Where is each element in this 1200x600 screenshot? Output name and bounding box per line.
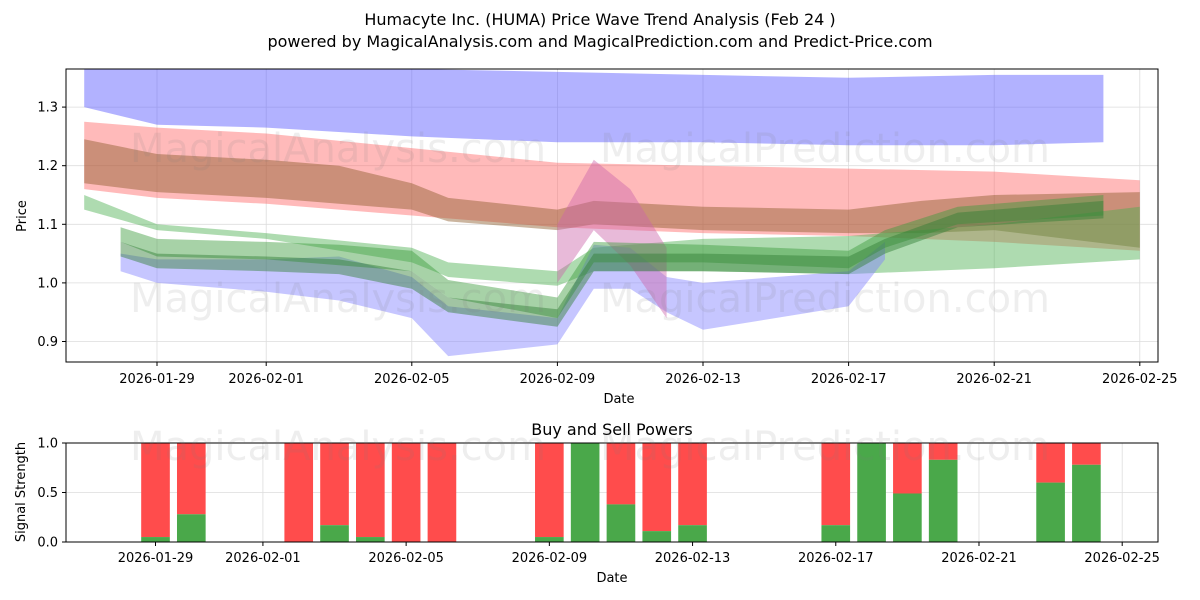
top-xtick-label: 2026-02-01 <box>228 372 304 387</box>
buy-bar <box>893 493 922 542</box>
watermark-prediction-bottom: MagicalPrediction.com <box>600 424 1050 470</box>
sell-bar <box>141 443 170 538</box>
series-band-1 <box>84 121 1140 251</box>
top-xtick-label: 2026-02-05 <box>374 372 450 387</box>
bottom-xtick-label: 2026-02-21 <box>941 551 1017 566</box>
series-band-3 <box>84 195 1140 286</box>
buy-bar <box>570 443 600 542</box>
sell-bar <box>606 443 636 505</box>
bottom-bars <box>141 443 1101 542</box>
bottom-axes: 2026-01-29 2026-02-01 2026-02-05 2026-02-09… <box>37 437 1160 567</box>
chart-subtitle: powered by MagicalAnalysis.com and Magic… <box>267 32 933 51</box>
top-xtick-label: 2026-02-17 <box>811 372 887 387</box>
top-ytick-label: 1.2 <box>37 159 58 174</box>
watermark-prediction-mid: MagicalPrediction.com <box>600 276 1050 322</box>
buy-bar <box>535 537 564 542</box>
sell-bar <box>320 443 349 526</box>
top-xlabel: Date <box>603 392 634 407</box>
top-xtick-label: 2026-02-09 <box>520 372 596 387</box>
bottom-ylabel: Signal Strength <box>14 442 29 542</box>
bottom-title: Buy and Sell Powers <box>531 420 693 439</box>
sell-bar <box>821 443 851 526</box>
sell-bar <box>642 443 672 532</box>
bottom-ytick-label: 0.5 <box>37 486 58 501</box>
watermark-analysis-bottom: MagicalAnalysis.com <box>130 424 547 470</box>
series-band-7 <box>120 200 1104 327</box>
bottom-xtick-label: 2026-02-05 <box>368 551 444 566</box>
top-series <box>84 69 1140 357</box>
buy-bar <box>356 537 385 542</box>
sell-bar <box>284 443 314 542</box>
buy-bar <box>678 525 707 542</box>
sell-bar <box>391 443 421 542</box>
sell-bar <box>1072 443 1101 465</box>
buy-bar <box>141 537 170 542</box>
bottom-xtick-label: 2026-02-13 <box>655 551 731 566</box>
top-series-group <box>84 69 1140 357</box>
buy-bar <box>176 514 206 542</box>
watermark-prediction-top: MagicalPrediction.com <box>600 126 1050 172</box>
top-ytick-label: 1.0 <box>37 276 58 291</box>
buy-bar <box>606 504 636 542</box>
bottom-xtick-label: 2026-02-09 <box>512 551 588 566</box>
bottom-xtick-label: 2026-01-29 <box>118 551 194 566</box>
sell-bar <box>176 443 206 515</box>
series-band-4 <box>120 241 886 357</box>
sell-bar <box>928 443 958 460</box>
buy-bar <box>821 525 851 542</box>
top-xtick-label: 2026-01-29 <box>119 372 195 387</box>
sell-bar <box>535 443 564 538</box>
series-band-6 <box>120 195 1104 319</box>
top-grid <box>66 69 1158 362</box>
series-band-0 <box>84 69 1104 146</box>
top-ylabel: Price <box>15 200 30 232</box>
series-band-5 <box>557 159 667 319</box>
sell-bar <box>678 443 707 526</box>
bottom-xtick-label: 2026-02-25 <box>1084 551 1160 566</box>
top-xtick-label: 2026-02-25 <box>1102 372 1178 387</box>
buy-bar <box>1072 464 1101 542</box>
watermark-analysis-mid: MagicalAnalysis.com <box>130 276 547 322</box>
sell-bar <box>427 443 457 542</box>
top-xtick-label: 2026-02-21 <box>956 372 1032 387</box>
bottom-ytick-label: 1.0 <box>37 437 58 452</box>
sell-bar <box>893 443 922 494</box>
series-band-2 <box>84 139 1140 248</box>
sell-bar <box>1036 443 1065 483</box>
top-ytick-label: 1.3 <box>37 101 58 116</box>
bottom-ytick-label: 0.0 <box>37 536 58 551</box>
watermark-analysis-top: MagicalAnalysis.com <box>130 126 547 172</box>
buy-bar <box>857 443 886 542</box>
buy-bar <box>320 525 349 542</box>
sell-bar <box>356 443 385 538</box>
chart-title: Humacyte Inc. (HUMA) Price Wave Trend An… <box>364 10 836 29</box>
buy-bar <box>642 531 672 542</box>
top-axes: 2026-01-29 2026-02-01 2026-02-05 2026-02-09… <box>37 101 1177 387</box>
buy-bar <box>1036 482 1065 542</box>
top-ytick-label: 1.1 <box>37 218 58 233</box>
bottom-xtick-label: 2026-02-01 <box>225 551 301 566</box>
top-xtick-label: 2026-02-13 <box>665 372 741 387</box>
buy-bar <box>928 459 958 542</box>
top-ytick-label: 0.9 <box>37 335 58 350</box>
bottom-xtick-label: 2026-02-17 <box>798 551 874 566</box>
bottom-xlabel: Date <box>596 571 627 586</box>
top-axes-frame <box>65 68 1159 363</box>
